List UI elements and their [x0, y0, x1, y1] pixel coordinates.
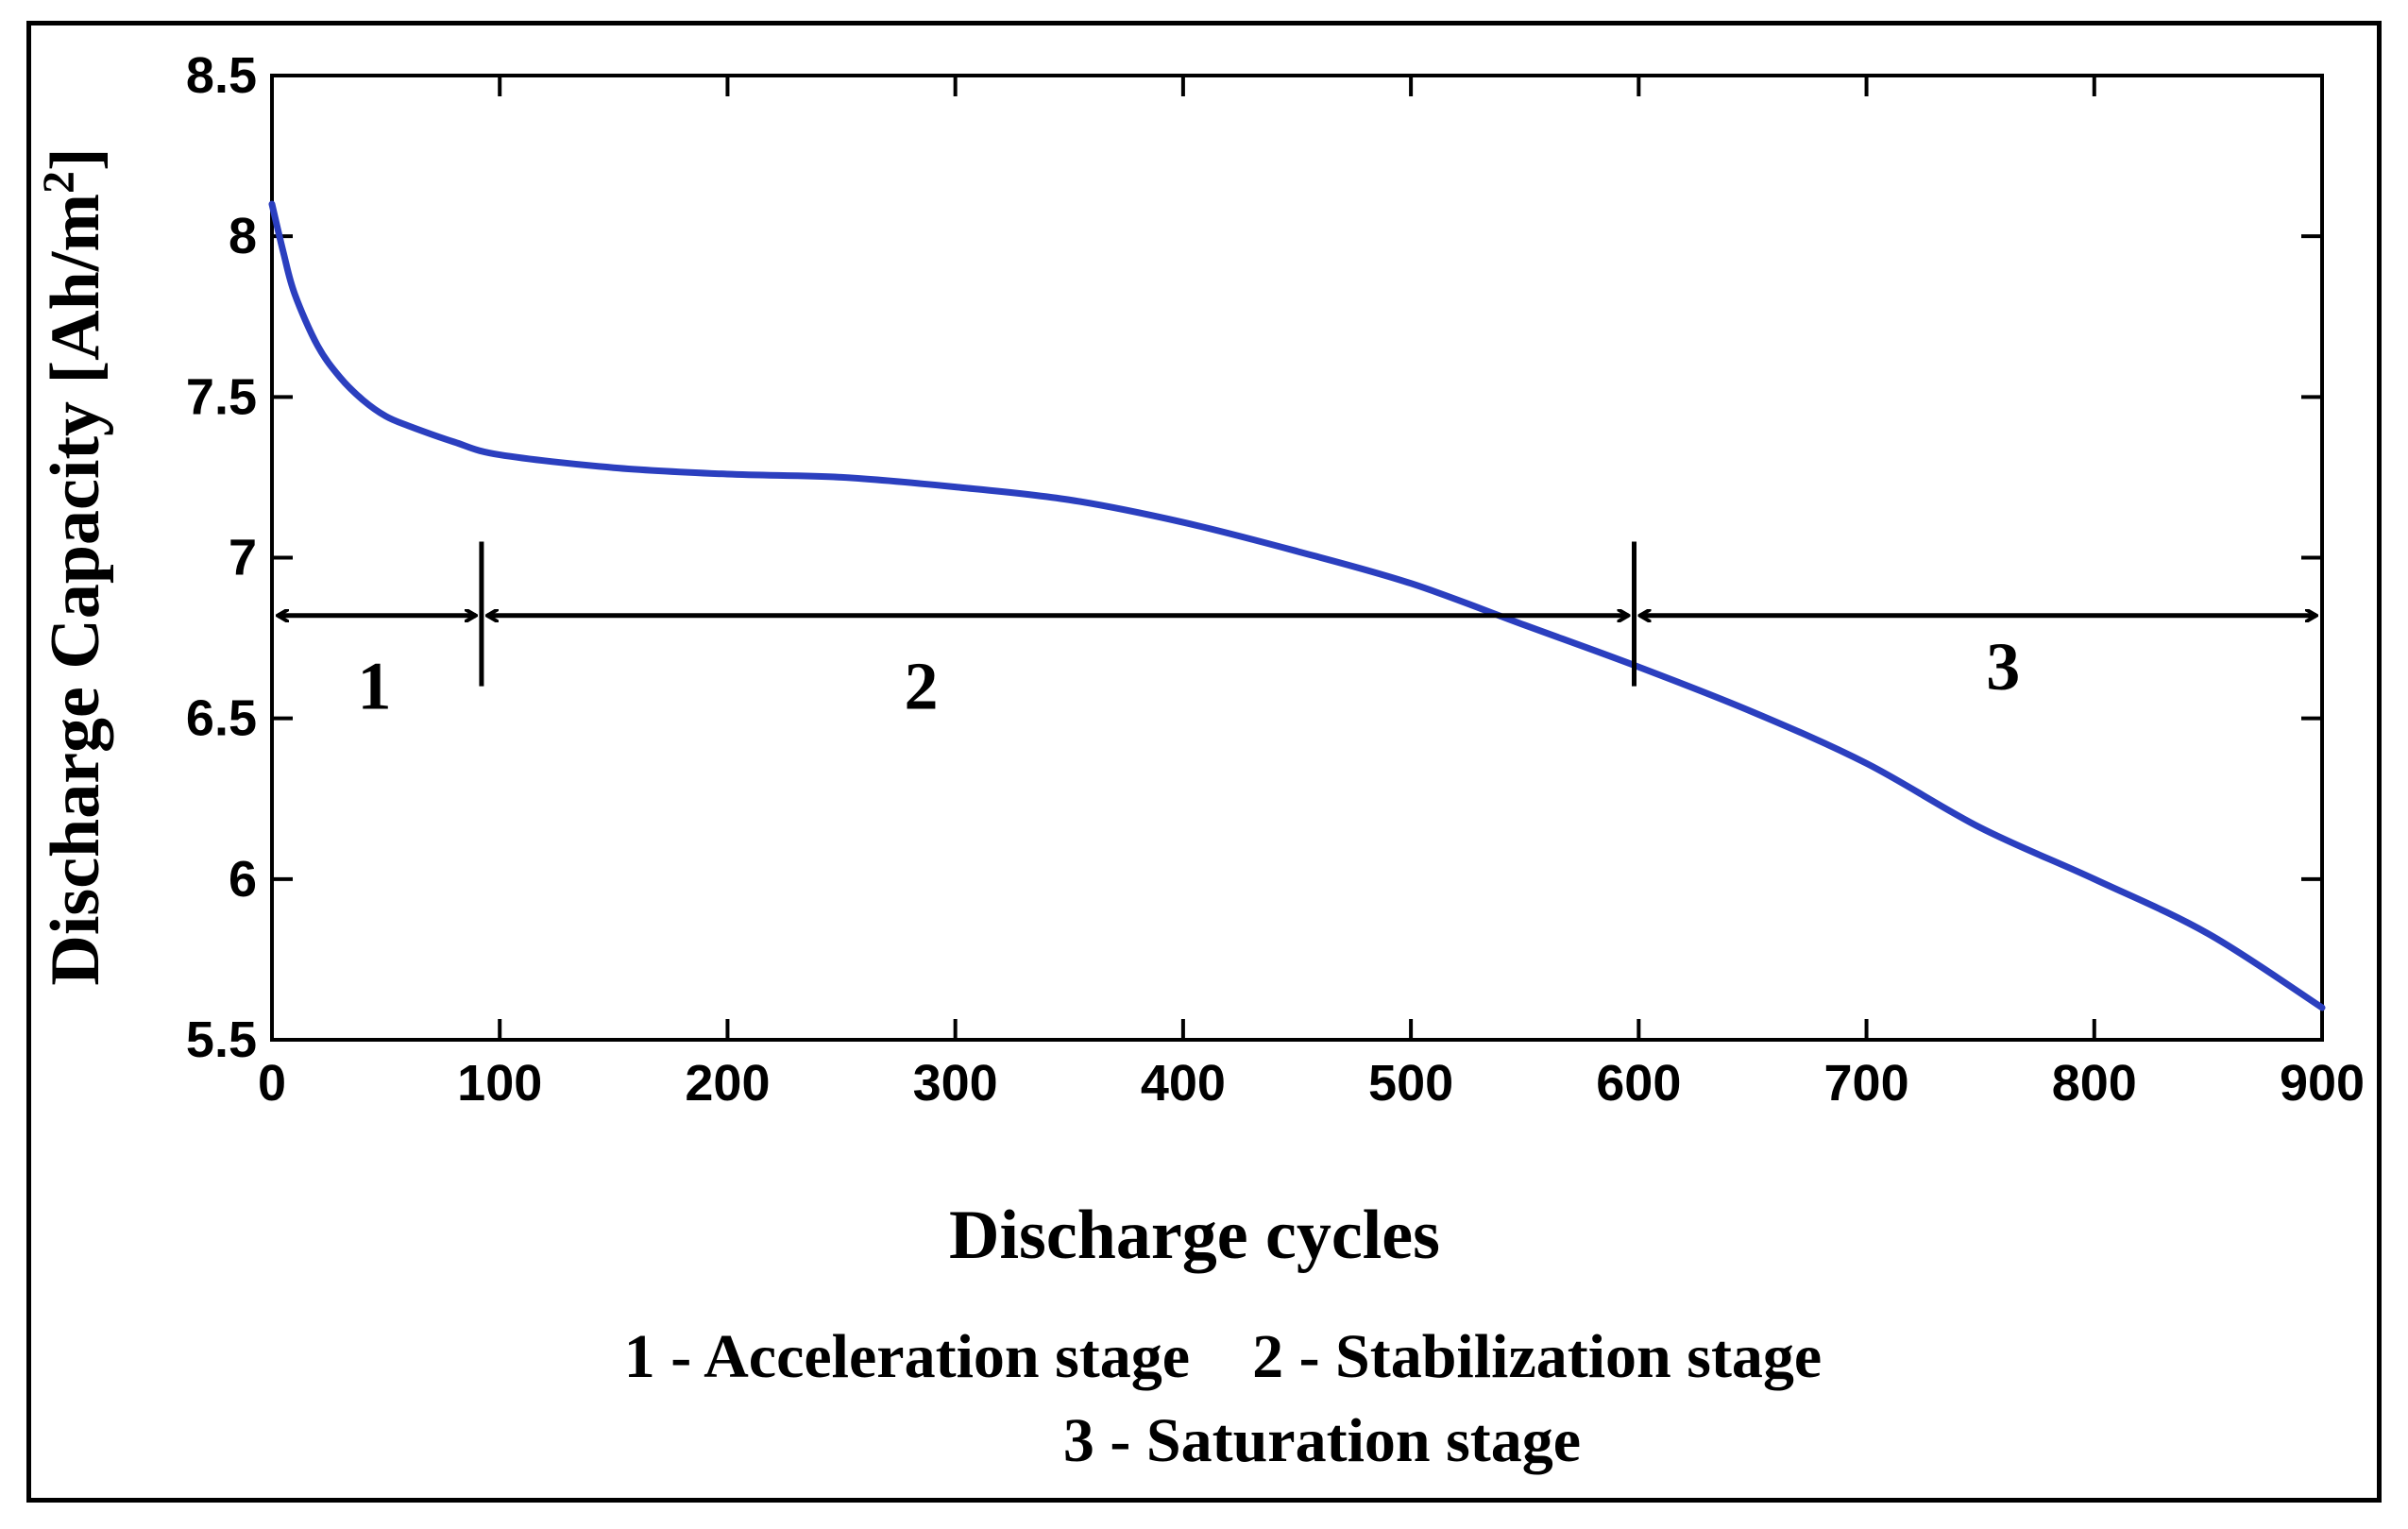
x-tick-label: 0 — [258, 1055, 286, 1112]
stage-annotations: 1 2 3 — [278, 541, 2316, 723]
y-tick-label: 8 — [229, 208, 257, 264]
y-axis-title-text: Discharge Capacity [Ah/m — [37, 194, 114, 986]
y-axis-title: Discharge Capacity [Ah/m2] — [34, 147, 114, 985]
stage-label: 2 — [904, 648, 938, 723]
x-axis: 0 100 200 300 400 500 600 700 800 900 — [258, 76, 2365, 1112]
y-axis-title-superscript: 2 — [34, 171, 84, 194]
x-tick-label: 700 — [1824, 1055, 1909, 1112]
x-tick-label: 100 — [457, 1055, 542, 1112]
x-tick-label: 500 — [1368, 1055, 1453, 1112]
stage-label: 1 — [358, 648, 392, 723]
y-tick-label: 7 — [229, 530, 257, 586]
series-line — [268, 200, 2326, 1011]
y-tick-label: 5.5 — [186, 1011, 257, 1068]
x-tick-label: 400 — [1141, 1055, 1226, 1112]
x-axis-title: Discharge cycles — [949, 1197, 1440, 1274]
y-axis-title-close: ] — [37, 147, 114, 171]
stage-label: 3 — [1986, 629, 2020, 705]
x-tick-label: 900 — [2280, 1055, 2365, 1112]
y-tick-label: 8.5 — [186, 47, 257, 104]
y-axis: 5.5 6 6.5 7 7.5 8 8.5 — [186, 47, 2322, 1068]
y-tick-label: 6.5 — [186, 690, 257, 747]
legend-line-1: 1 - Acceleration stage 2 - Stabilization… — [624, 1322, 1822, 1391]
x-tick-label: 800 — [2052, 1055, 2137, 1112]
y-tick-label: 7.5 — [186, 368, 257, 425]
x-tick-label: 200 — [685, 1055, 770, 1112]
plot-area — [270, 74, 2324, 1042]
x-tick-label: 600 — [1596, 1055, 1681, 1112]
x-tick-label: 300 — [913, 1055, 998, 1112]
y-tick-label: 6 — [229, 851, 257, 908]
legend-line-2: 3 - Saturation stage — [1063, 1406, 1581, 1475]
